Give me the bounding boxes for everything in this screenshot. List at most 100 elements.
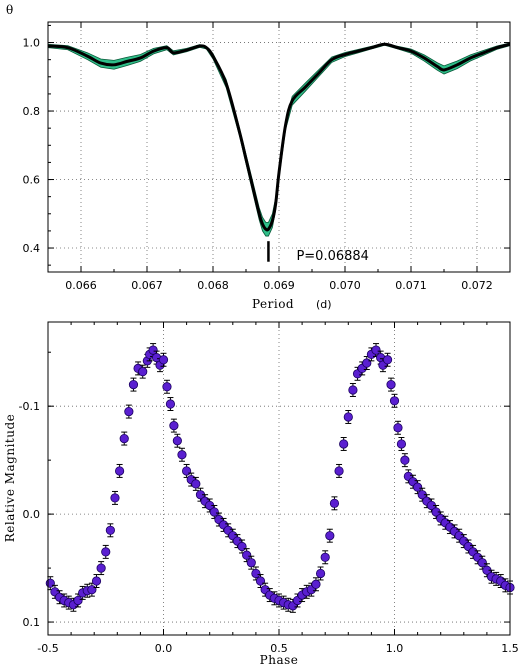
data-point bbox=[158, 352, 169, 367]
data-marker bbox=[339, 439, 349, 449]
data-point bbox=[389, 393, 400, 408]
y-tick-label: 0.1 bbox=[23, 616, 41, 629]
data-point bbox=[320, 550, 330, 565]
x-tick-label: 0.067 bbox=[131, 279, 163, 292]
x-tick-label: 0.066 bbox=[65, 279, 97, 292]
data-marker bbox=[209, 507, 219, 517]
data-marker bbox=[158, 355, 169, 365]
data-point bbox=[334, 463, 344, 478]
periodogram-confidence-band bbox=[47, 42, 511, 237]
data-marker bbox=[246, 558, 256, 568]
y-tick-label: 0.8 bbox=[23, 105, 41, 118]
light-curve-ticks: -0.5 0.0 0.5 1.0 1.5 -0.1 0.0 0.1 bbox=[19, 322, 519, 655]
data-point bbox=[101, 544, 111, 559]
data-marker bbox=[115, 466, 125, 476]
x-tick-label: -0.5 bbox=[37, 642, 58, 655]
data-marker bbox=[242, 550, 252, 560]
data-marker bbox=[169, 421, 179, 431]
data-point bbox=[329, 496, 340, 511]
data-point bbox=[73, 593, 83, 608]
x-tick-label: 0.072 bbox=[461, 279, 493, 292]
data-marker bbox=[105, 525, 115, 535]
data-marker bbox=[251, 568, 261, 579]
data-point bbox=[371, 343, 381, 358]
x-tick-label: 0.5 bbox=[270, 642, 288, 655]
data-point bbox=[177, 447, 187, 462]
data-point bbox=[165, 397, 176, 412]
periodogram-x-unit: (d) bbox=[316, 298, 332, 311]
x-tick-label: 0.071 bbox=[395, 279, 427, 292]
data-point bbox=[169, 418, 179, 433]
y-tick-label: 1.0 bbox=[23, 37, 41, 50]
x-tick-label: 1.0 bbox=[386, 642, 404, 655]
data-marker bbox=[325, 531, 335, 541]
data-point bbox=[400, 453, 410, 468]
data-point bbox=[124, 404, 134, 419]
data-point bbox=[119, 431, 129, 446]
data-marker bbox=[73, 595, 83, 606]
data-point bbox=[162, 379, 172, 394]
data-marker bbox=[91, 576, 102, 586]
x-tick-label: 0.069 bbox=[263, 279, 295, 292]
data-marker bbox=[148, 345, 158, 355]
data-point bbox=[325, 528, 335, 543]
data-point bbox=[246, 555, 256, 570]
data-point bbox=[396, 436, 407, 451]
data-marker bbox=[400, 455, 410, 465]
data-marker bbox=[128, 379, 139, 390]
x-tick-label: 1.5 bbox=[501, 642, 519, 655]
data-marker bbox=[362, 358, 372, 368]
data-marker bbox=[477, 558, 487, 568]
data-marker bbox=[412, 482, 423, 492]
data-marker bbox=[124, 406, 134, 417]
data-point bbox=[172, 433, 182, 448]
y-tick-label: 0.6 bbox=[23, 174, 41, 187]
data-marker bbox=[45, 578, 55, 588]
data-marker bbox=[343, 412, 353, 422]
data-marker bbox=[334, 466, 344, 476]
data-marker bbox=[165, 399, 176, 409]
data-marker bbox=[182, 466, 192, 476]
data-point bbox=[242, 548, 252, 563]
data-point bbox=[339, 436, 349, 451]
light-curve-y-label: Relative Magnitude bbox=[3, 414, 17, 543]
data-marker bbox=[162, 382, 172, 392]
data-marker bbox=[311, 579, 321, 589]
x-tick-label: 0.070 bbox=[329, 279, 361, 292]
data-marker bbox=[396, 439, 407, 449]
data-marker bbox=[315, 568, 326, 579]
data-marker bbox=[320, 552, 330, 562]
data-point bbox=[348, 383, 358, 397]
periodogram-x-label: Period bbox=[252, 297, 294, 311]
data-point bbox=[96, 561, 106, 576]
data-marker bbox=[172, 436, 182, 446]
data-point bbox=[105, 523, 115, 538]
light-curve-x-label: Phase bbox=[260, 653, 299, 667]
data-marker bbox=[138, 367, 148, 377]
data-point bbox=[382, 352, 393, 367]
data-point bbox=[477, 555, 487, 570]
data-marker bbox=[382, 355, 393, 365]
data-marker bbox=[255, 576, 266, 586]
periodogram-y-label: θ bbox=[6, 3, 14, 17]
data-point bbox=[343, 410, 353, 424]
periodogram-grid bbox=[48, 22, 510, 272]
data-point bbox=[315, 566, 326, 581]
data-marker bbox=[87, 585, 97, 595]
data-point bbox=[417, 487, 427, 502]
periodogram-theta-line bbox=[47, 42, 511, 232]
data-marker bbox=[96, 563, 106, 573]
data-marker bbox=[371, 345, 381, 355]
data-marker bbox=[177, 450, 187, 460]
data-point bbox=[110, 490, 120, 505]
data-point bbox=[115, 463, 125, 478]
data-marker bbox=[348, 385, 358, 395]
data-marker bbox=[386, 379, 396, 390]
data-point bbox=[311, 577, 321, 592]
y-tick-label: 0.4 bbox=[23, 242, 41, 255]
data-marker bbox=[329, 498, 340, 508]
period-annotation: P=0.06884 bbox=[296, 249, 369, 264]
x-tick-label: 0.068 bbox=[197, 279, 229, 292]
light-curve-grid bbox=[48, 322, 510, 635]
